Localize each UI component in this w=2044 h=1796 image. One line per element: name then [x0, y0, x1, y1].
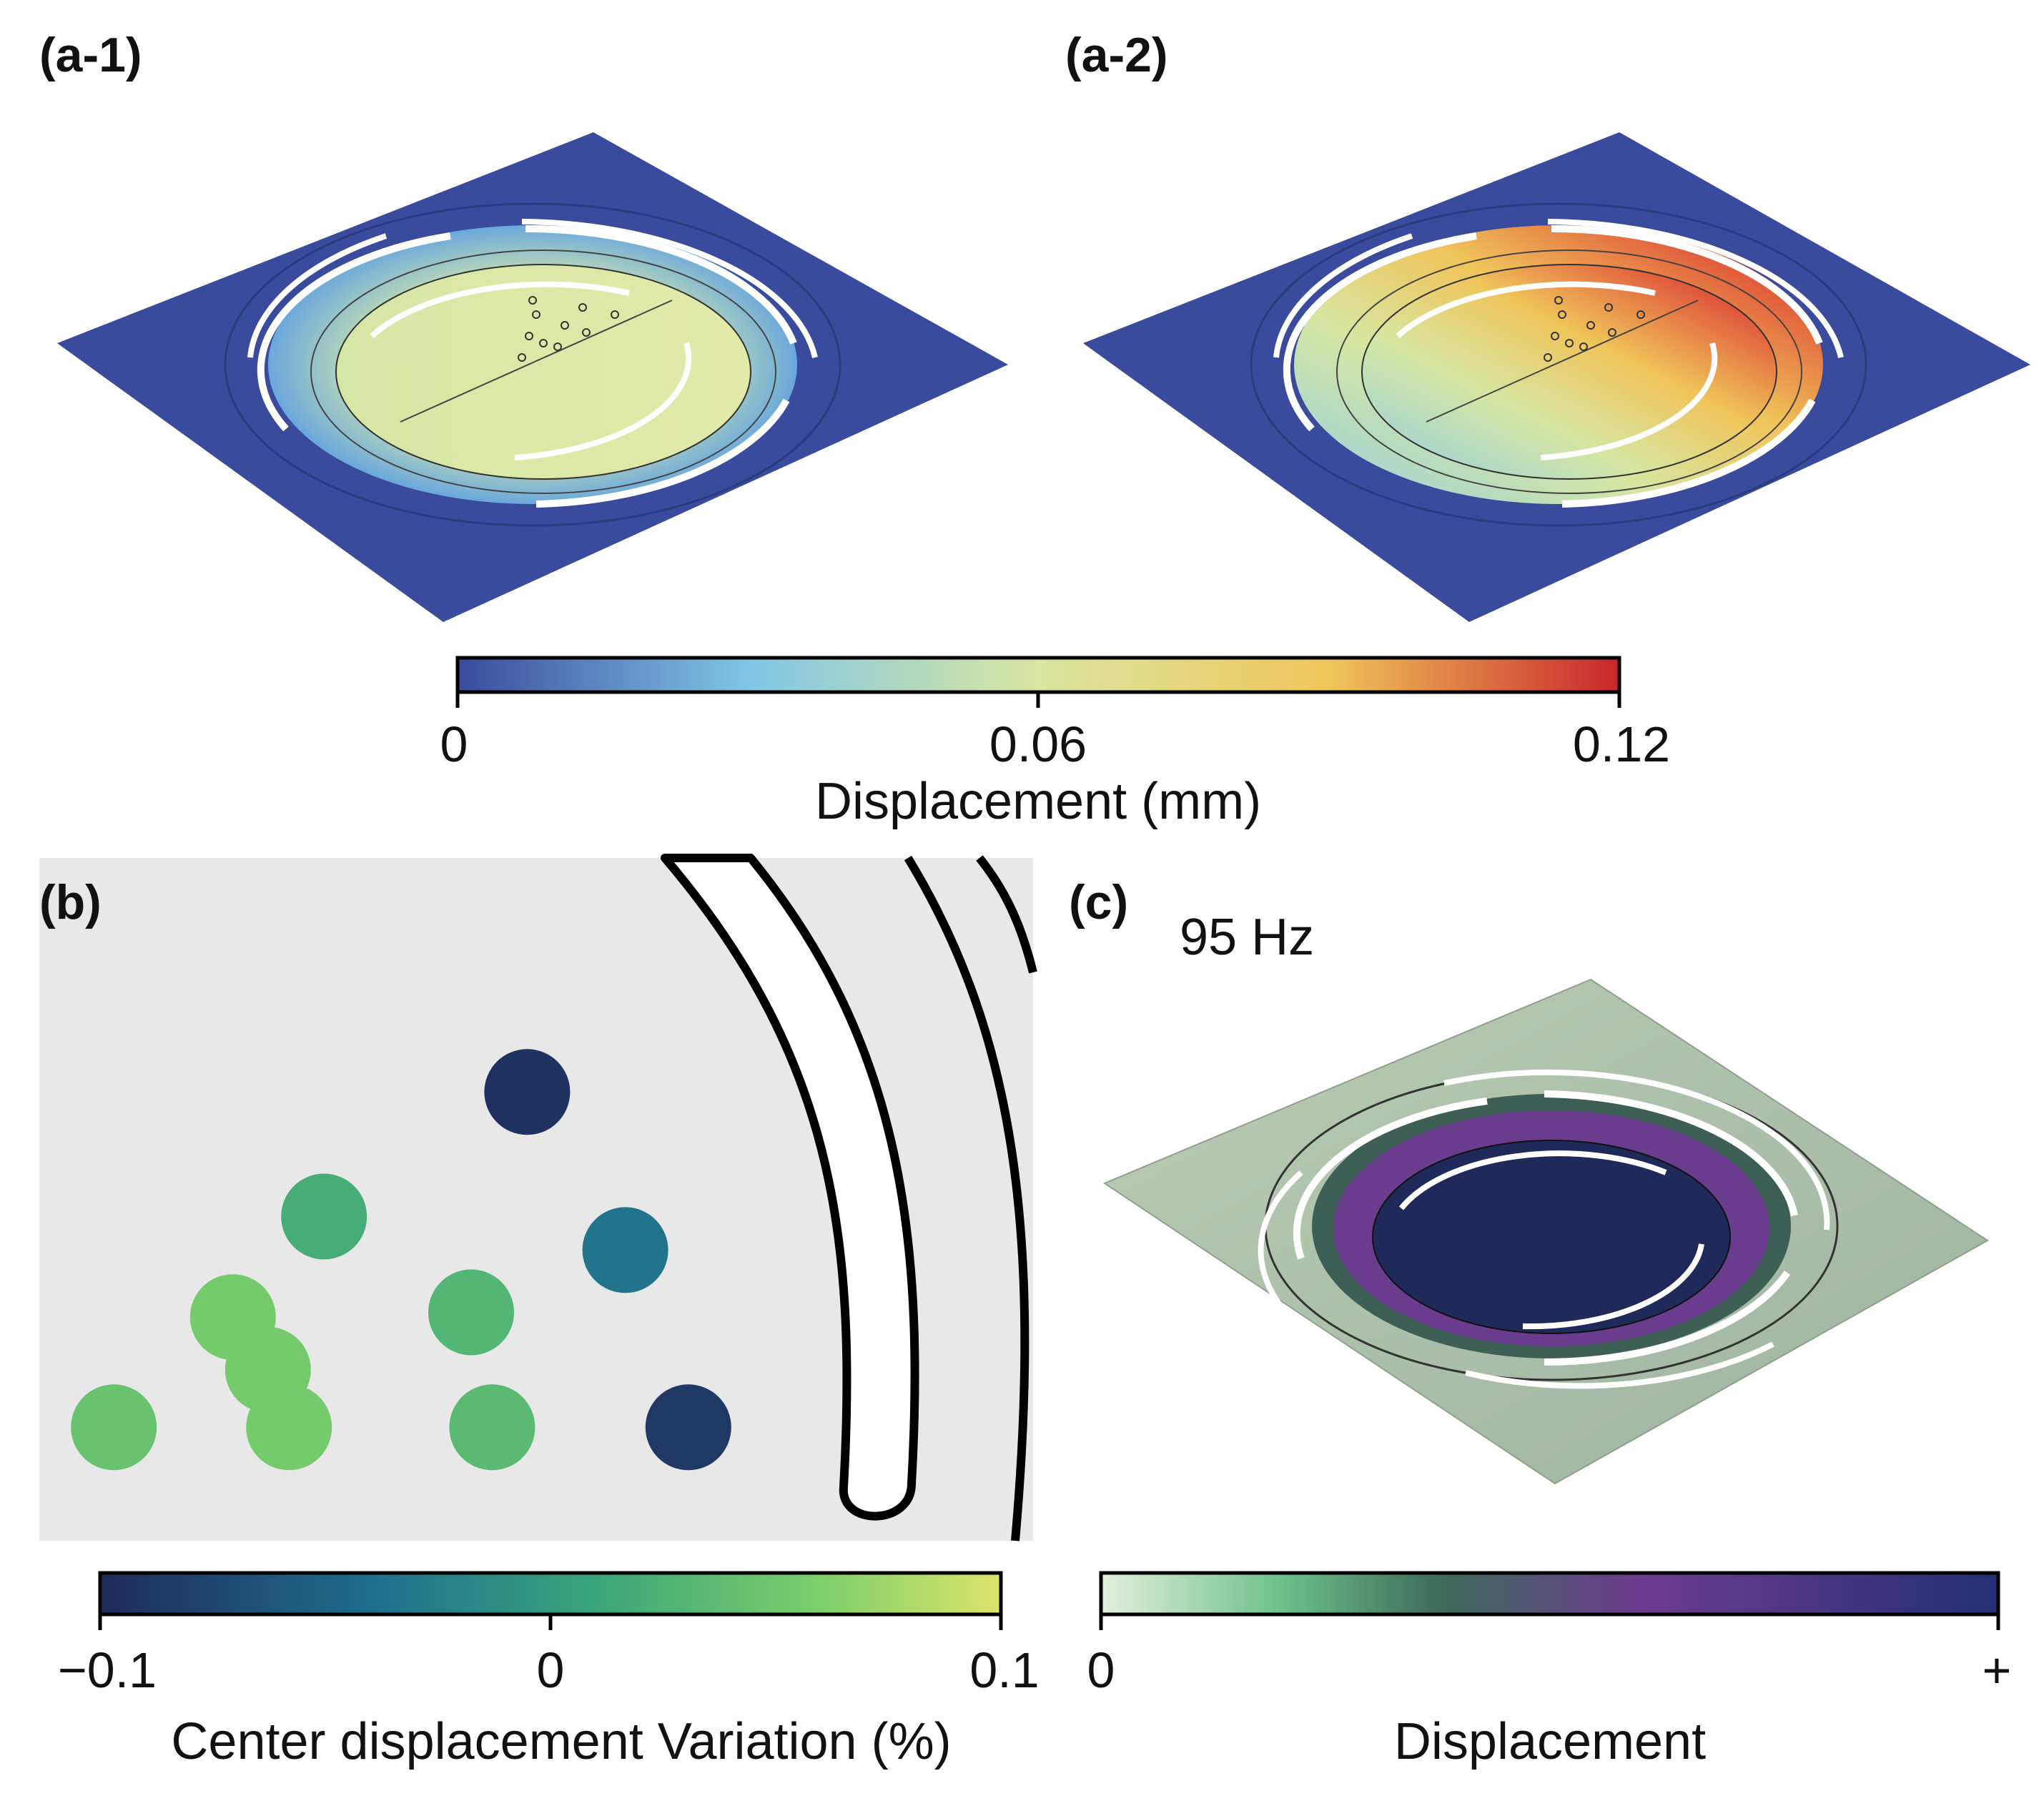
hole-marker: [484, 1049, 571, 1135]
spring-slot-c: [1544, 1090, 1798, 1216]
colorbar-title: Displacement (mm): [815, 773, 1261, 830]
colorbar-tick-label: 0.1: [969, 1642, 1039, 1698]
spring-slot-c: [1293, 1097, 1488, 1260]
spring-slot-a2: [1561, 398, 1816, 508]
colorbar-gradient: [1099, 1571, 2000, 1617]
hole-markers: [71, 1049, 731, 1471]
outer-ring-a2: [1250, 202, 1867, 527]
inner-slot-a1: [370, 281, 630, 338]
hole-marker: [71, 1384, 157, 1471]
hole-marker: [428, 1269, 514, 1356]
spring-slot-a2: [1547, 219, 1844, 358]
panel-label-b: (b): [39, 875, 102, 929]
colorbar-tick-label: 0.12: [1573, 716, 1670, 772]
center-plate-c: [1372, 1140, 1731, 1334]
hole-cluster-a2: [1544, 296, 1645, 362]
colorbar-displacement-rel: 0 + Displacement: [1087, 1571, 2012, 1770]
spring-slot-a1: [257, 232, 451, 432]
hole-marker: [645, 1384, 731, 1471]
spring-slot-a2: [1283, 232, 1477, 432]
center-plate-a2: [1361, 264, 1777, 480]
inner-slot-c: [1398, 1150, 1667, 1210]
panel-a2: (a-2): [1065, 28, 2030, 622]
panel-a1: (a-1): [39, 28, 1008, 622]
hole-marker: [449, 1384, 535, 1471]
spring-slot-a1: [521, 219, 818, 358]
panel-b: (b): [39, 854, 1037, 1541]
colorbar-title: Center displacement Variation (%): [171, 1713, 951, 1770]
inner-slot-a2: [1396, 281, 1656, 338]
spring-slot-a1: [525, 224, 797, 345]
center-plate-a1: [335, 264, 751, 480]
spring-slot-c: [1465, 1341, 1774, 1389]
inner-ring-a1: [310, 250, 776, 494]
colorbar-tick-label: 0: [537, 1642, 565, 1698]
spring-slot-a1: [535, 398, 790, 508]
inner-slot-a2: [1540, 342, 1718, 460]
panel-c: (c) 95 Hz: [1069, 875, 1989, 1485]
colorbar-tick-label: +: [1983, 1642, 2012, 1698]
colorbar-center-variation: −0.1 0 0.1 Center displacement Variation…: [58, 1571, 1040, 1770]
colorbar-tick-label: 0.06: [989, 716, 1087, 772]
inner-slot-c: [1522, 1243, 1704, 1330]
hole-marker: [246, 1384, 332, 1471]
spring-slot-a2: [1551, 224, 1823, 345]
hole-marker: [582, 1207, 668, 1293]
colorbar-title: Displacement: [1394, 1713, 1706, 1770]
outer-ring-a1: [224, 202, 841, 527]
panel-label-a2: (a-2): [1065, 28, 1168, 82]
panel-label-a1: (a-1): [39, 28, 142, 82]
colorbar-tick-label: 0: [440, 716, 468, 772]
inner-slot-a1: [514, 342, 692, 460]
spring-cutout: [661, 854, 1037, 1541]
colorbar-tick-label: −0.1: [58, 1642, 157, 1698]
inner-ring-a2: [1336, 250, 1802, 494]
spring-slot-c: [1258, 1170, 1314, 1340]
spring-slot-a2: [1273, 233, 1413, 358]
frequency-label: 95 Hz: [1180, 909, 1314, 966]
hole-marker: [281, 1173, 367, 1260]
colorbar-gradient: [98, 1571, 1003, 1617]
hole-cluster-a1: [518, 296, 619, 362]
spring-slot-c: [1443, 1069, 1830, 1230]
cut-line-a1: [400, 300, 673, 423]
colorbar-tick-label: 0: [1087, 1642, 1115, 1698]
cut-line-a2: [1426, 300, 1699, 423]
spring-slot-c: [1544, 1270, 1791, 1366]
spring-slot-a1: [247, 233, 387, 358]
colorbar-displacement-mm: 0 0.06 0.12 Displacement (mm): [440, 656, 1670, 830]
panel-label-c: (c): [1069, 875, 1128, 929]
colorbar-gradient: [455, 656, 1621, 694]
